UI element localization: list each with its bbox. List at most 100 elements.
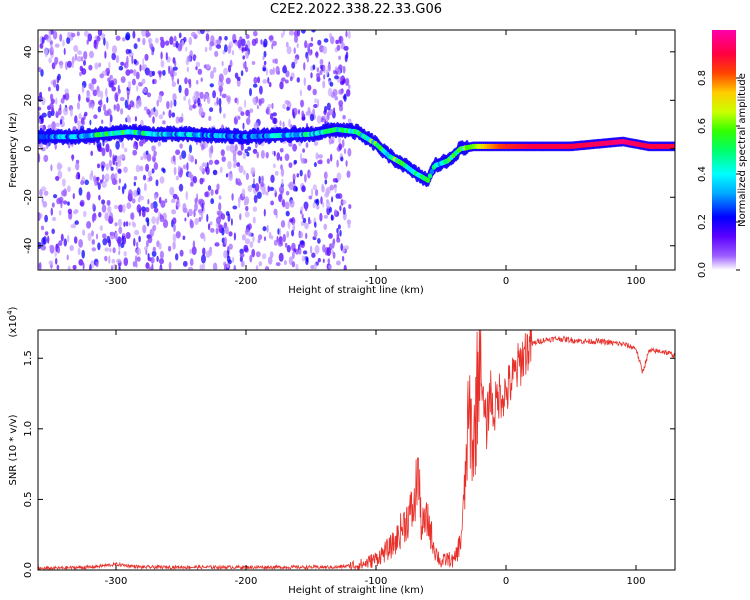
noise-speckle: [146, 240, 149, 248]
y-tick-label: 0.0: [23, 562, 34, 578]
noise-speckle: [260, 181, 265, 188]
noise-speckle: [67, 143, 71, 149]
noise-speckle: [52, 79, 57, 88]
noise-speckle: [107, 77, 111, 83]
noise-speckle: [307, 84, 312, 91]
noise-speckle: [91, 213, 97, 222]
noise-speckle: [145, 262, 150, 269]
noise-speckle: [322, 244, 326, 253]
noise-speckle: [272, 117, 277, 124]
noise-speckle: [108, 159, 112, 167]
noise-speckle: [251, 61, 256, 65]
noise-speckle: [279, 120, 282, 127]
noise-speckle: [109, 148, 112, 158]
noise-speckle: [48, 86, 51, 92]
noise-speckle: [205, 250, 211, 258]
noise-speckle: [155, 179, 159, 187]
noise-speckle: [175, 253, 179, 261]
noise-speckle: [158, 94, 163, 103]
noise-speckle: [304, 173, 307, 183]
noise-speckle: [231, 50, 235, 56]
noise-speckle: [114, 231, 119, 241]
noise-speckle: [134, 229, 140, 236]
noise-speckle: [245, 172, 249, 180]
noise-speckle: [120, 76, 126, 83]
noise-speckle: [203, 235, 206, 242]
noise-speckle: [99, 225, 104, 231]
noise-speckle: [291, 229, 295, 237]
noise-speckle: [253, 194, 258, 204]
y-tick-label: 0: [23, 146, 34, 152]
noise-speckle: [104, 50, 107, 59]
noise-speckle: [104, 110, 110, 117]
noise-speckle: [90, 169, 94, 177]
noise-speckle: [256, 104, 259, 110]
noise-speckle: [157, 141, 162, 147]
noise-speckle: [178, 116, 184, 123]
noise-speckle: [271, 102, 274, 110]
noise-speckle: [325, 188, 330, 196]
noise-speckle: [138, 97, 142, 106]
noise-speckle: [146, 219, 150, 227]
noise-speckle: [204, 166, 208, 173]
noise-speckle: [56, 264, 60, 270]
noise-speckle: [38, 262, 42, 270]
snr-frame: [37, 329, 676, 571]
colorbar-tick-label: 0.8: [697, 70, 708, 86]
noise-speckle: [195, 66, 198, 71]
noise-speckle: [298, 231, 304, 239]
noise-speckle: [143, 106, 148, 111]
noise-speckle: [237, 106, 243, 113]
noise-speckle: [260, 39, 263, 45]
noise-speckle: [51, 228, 55, 235]
noise-speckle: [334, 96, 339, 101]
noise-speckle: [243, 169, 246, 176]
noise-speckle: [223, 250, 228, 259]
noise-speckle: [250, 167, 256, 176]
noise-speckle: [266, 224, 269, 233]
noise-speckle: [292, 251, 295, 259]
noise-speckle: [188, 104, 193, 111]
noise-speckle: [54, 56, 59, 65]
noise-speckle: [317, 39, 322, 46]
noise-speckle: [343, 148, 347, 155]
noise-speckle: [207, 223, 211, 231]
noise-speckle: [238, 165, 244, 174]
noise-speckle: [83, 51, 88, 60]
noise-speckle: [41, 112, 47, 118]
noise-speckle: [38, 111, 41, 117]
noise-speckle: [82, 262, 85, 270]
noise-speckle: [184, 77, 188, 85]
noise-speckle: [72, 193, 75, 200]
noise-speckle: [240, 260, 245, 267]
noise-speckle: [43, 154, 49, 163]
noise-speckle: [322, 46, 328, 55]
noise-speckle: [169, 36, 174, 45]
noise-speckle: [237, 39, 242, 49]
noise-speckle: [245, 66, 249, 73]
noise-speckle: [252, 216, 256, 224]
noise-speckle: [234, 144, 238, 152]
noise-speckle: [159, 250, 164, 259]
noise-speckle: [111, 86, 116, 92]
noise-speckle: [120, 242, 125, 249]
noise-speckle: [125, 232, 131, 239]
noise-speckle: [197, 68, 203, 75]
noise-speckle: [223, 113, 226, 119]
noise-speckle: [129, 69, 134, 74]
noise-speckle: [282, 121, 285, 129]
noise-speckle: [302, 148, 305, 153]
noise-speckle: [67, 201, 70, 206]
colorbar: 0.0 0.2 0.4 0.6 0.8 Normalized spectral ampl…: [697, 30, 748, 278]
noise-speckle: [133, 143, 137, 149]
noise-speckle: [263, 38, 268, 48]
noise-speckle: [328, 233, 333, 239]
noise-speckle: [98, 146, 103, 153]
noise-speckle: [339, 205, 342, 212]
noise-speckle: [159, 258, 164, 265]
noise-speckle: [254, 183, 260, 192]
noise-speckle: [268, 35, 274, 41]
noise-speckle: [281, 77, 286, 82]
noise-speckle: [208, 45, 212, 51]
noise-speckle: [212, 90, 217, 99]
